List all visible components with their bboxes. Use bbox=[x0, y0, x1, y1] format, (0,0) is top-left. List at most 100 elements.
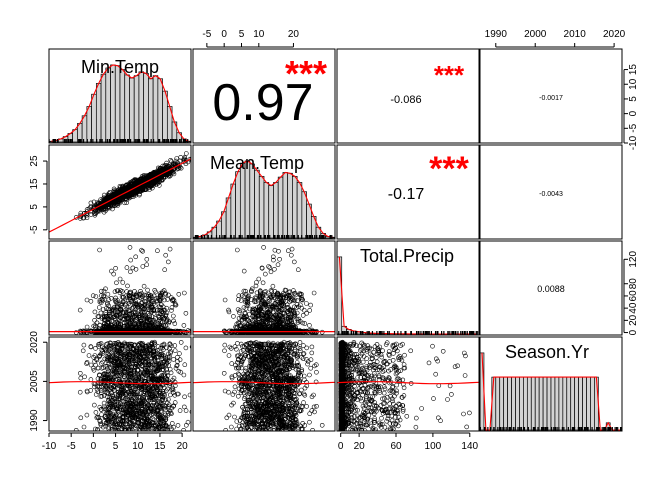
histogram-bar bbox=[86, 106, 92, 143]
scatter-point bbox=[182, 155, 188, 160]
histogram-bar bbox=[594, 376, 599, 431]
rug-marks bbox=[480, 427, 622, 431]
scatter-point bbox=[139, 303, 145, 309]
scatter-point bbox=[107, 195, 112, 200]
histogram-bar bbox=[91, 93, 97, 143]
scatter-point bbox=[137, 191, 142, 197]
scatter-point bbox=[244, 303, 250, 309]
scatter-Total.Precip-vs-Mean.Temp bbox=[193, 245, 335, 335]
scatter-point bbox=[166, 292, 171, 298]
scatter-point bbox=[133, 302, 139, 307]
scatter-point bbox=[260, 280, 266, 286]
scatter-point bbox=[268, 269, 274, 275]
scatter-point bbox=[243, 288, 248, 294]
scatter-point bbox=[118, 315, 123, 320]
scatter-point bbox=[270, 283, 276, 289]
histogram-bar bbox=[235, 171, 241, 239]
scatter-point bbox=[84, 324, 90, 330]
scatter-point bbox=[157, 328, 163, 334]
scatter-point bbox=[152, 287, 157, 293]
scatter-point bbox=[234, 325, 239, 331]
histogram-Total.Precip bbox=[337, 256, 479, 335]
scatter-point bbox=[129, 310, 134, 316]
histogram-bar bbox=[162, 90, 168, 143]
scatter-point bbox=[238, 323, 244, 328]
scatter-point bbox=[146, 292, 151, 297]
scatter-point bbox=[252, 295, 258, 301]
scatter-point bbox=[129, 330, 135, 335]
scatter-point bbox=[275, 294, 280, 300]
scatter-point bbox=[165, 297, 170, 302]
scatter-point bbox=[138, 300, 144, 306]
histogram-bar bbox=[249, 163, 255, 239]
scatter-point bbox=[114, 280, 119, 286]
scatter-point bbox=[264, 310, 270, 316]
histogram-bar bbox=[105, 67, 111, 143]
scatter-point bbox=[151, 319, 157, 325]
rug-marks bbox=[338, 331, 479, 335]
scatter-point bbox=[157, 296, 163, 301]
scatter-point bbox=[98, 310, 104, 316]
scatter-point bbox=[157, 291, 163, 296]
scatter-point bbox=[117, 184, 123, 189]
scatter-point bbox=[133, 254, 138, 260]
scatter-point bbox=[236, 320, 241, 326]
scatter-point bbox=[113, 295, 118, 301]
histogram-bar bbox=[124, 74, 130, 143]
scatter-point bbox=[273, 312, 278, 318]
scatter-point bbox=[144, 262, 149, 268]
scatter-point bbox=[139, 312, 145, 318]
scatter-point bbox=[243, 291, 249, 297]
scatter-point bbox=[107, 198, 113, 203]
scatter-point bbox=[270, 293, 276, 299]
histogram-bar bbox=[258, 175, 265, 239]
scatter-point bbox=[99, 288, 104, 294]
scatter-point bbox=[111, 200, 117, 206]
scatter-point bbox=[95, 201, 101, 206]
scatter-point bbox=[146, 300, 152, 306]
scatter-point bbox=[162, 267, 167, 273]
histogram-bar bbox=[495, 376, 501, 431]
histogram-bar bbox=[523, 376, 528, 431]
scatter-point bbox=[302, 321, 308, 326]
scatter-point bbox=[263, 289, 269, 294]
scatter-point bbox=[251, 325, 257, 331]
histogram-bar bbox=[263, 182, 270, 239]
scatter-point bbox=[269, 295, 274, 301]
scatter-point bbox=[142, 305, 148, 310]
scatter-point bbox=[291, 288, 296, 293]
histogram-bar bbox=[114, 65, 121, 143]
scatter-point bbox=[98, 330, 104, 335]
scatter-point bbox=[291, 313, 297, 319]
scatter-point bbox=[101, 288, 107, 294]
histogram-bar bbox=[119, 69, 126, 143]
scatter-point bbox=[282, 323, 288, 329]
scatter-point bbox=[100, 314, 105, 320]
scatter-point bbox=[174, 166, 180, 172]
histogram-bar bbox=[282, 172, 289, 239]
histogram-bar bbox=[519, 376, 524, 431]
scatter-point bbox=[295, 267, 301, 273]
scatter-point bbox=[151, 183, 156, 188]
scatter-point bbox=[241, 323, 247, 329]
scatter-point bbox=[300, 313, 306, 318]
scatter-point bbox=[243, 306, 249, 311]
scatter-point bbox=[101, 201, 107, 206]
scatter-point bbox=[256, 313, 262, 319]
scatter-point bbox=[267, 265, 273, 270]
scatter-point bbox=[127, 293, 133, 299]
scatter-point bbox=[144, 256, 150, 262]
scatter-point bbox=[271, 257, 276, 263]
histogram-bar bbox=[157, 78, 163, 143]
scatter-point bbox=[275, 296, 280, 302]
scatter-point bbox=[283, 287, 289, 293]
scatter-point bbox=[307, 323, 312, 328]
scatter-point bbox=[294, 316, 300, 322]
scatter-point bbox=[119, 328, 124, 334]
histogram-bar bbox=[558, 376, 564, 431]
density-curve bbox=[51, 64, 189, 142]
scatter-point bbox=[105, 206, 110, 211]
scatter-point bbox=[292, 304, 297, 310]
scatter-point bbox=[166, 319, 172, 325]
scatter-point bbox=[293, 292, 299, 298]
